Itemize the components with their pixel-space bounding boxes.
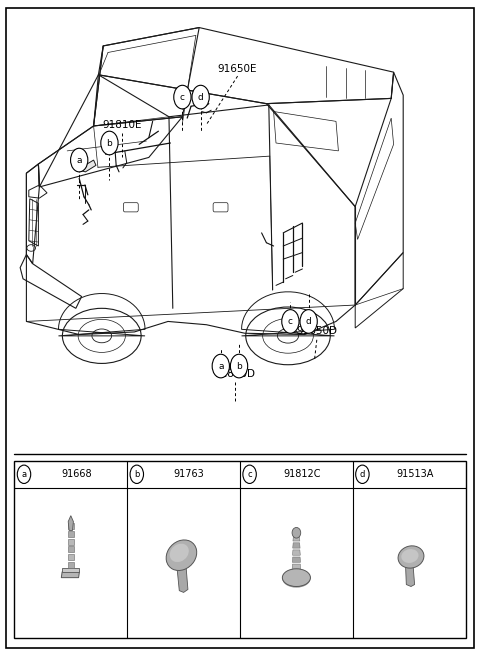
Polygon shape: [68, 546, 74, 552]
Text: 91668: 91668: [61, 469, 92, 480]
Polygon shape: [292, 550, 300, 555]
Polygon shape: [68, 531, 74, 537]
Circle shape: [282, 310, 299, 333]
Text: d: d: [360, 470, 365, 479]
Polygon shape: [68, 516, 73, 531]
Ellipse shape: [401, 549, 419, 563]
Text: 91810D: 91810D: [215, 369, 256, 379]
Polygon shape: [62, 567, 79, 572]
Circle shape: [300, 310, 317, 333]
Circle shape: [71, 148, 88, 172]
Polygon shape: [293, 536, 300, 541]
Text: a: a: [76, 155, 82, 165]
Text: 91650D: 91650D: [296, 326, 337, 337]
Ellipse shape: [282, 570, 311, 588]
Circle shape: [101, 131, 118, 155]
Polygon shape: [406, 562, 415, 586]
Text: a: a: [218, 361, 224, 371]
Text: a: a: [22, 470, 26, 479]
Circle shape: [17, 465, 31, 483]
Polygon shape: [292, 564, 300, 569]
Text: c: c: [180, 92, 185, 102]
Circle shape: [230, 354, 248, 378]
Text: d: d: [198, 92, 204, 102]
Text: 91812C: 91812C: [283, 469, 321, 480]
Ellipse shape: [170, 544, 189, 562]
Circle shape: [243, 465, 256, 483]
Text: 91650E: 91650E: [218, 64, 257, 74]
Text: 91763: 91763: [174, 469, 204, 480]
Polygon shape: [68, 562, 74, 567]
Polygon shape: [81, 160, 96, 172]
Text: d: d: [306, 317, 312, 326]
Polygon shape: [293, 543, 300, 548]
Circle shape: [356, 465, 369, 483]
Polygon shape: [68, 539, 74, 544]
Ellipse shape: [398, 546, 424, 568]
Text: b: b: [107, 138, 112, 148]
Text: c: c: [247, 470, 252, 479]
Circle shape: [130, 465, 144, 483]
Polygon shape: [177, 563, 188, 592]
Polygon shape: [292, 557, 300, 562]
Ellipse shape: [166, 540, 197, 571]
Text: 91810E: 91810E: [103, 119, 142, 130]
Ellipse shape: [282, 569, 311, 586]
Polygon shape: [292, 571, 301, 577]
Polygon shape: [68, 554, 74, 560]
Circle shape: [212, 354, 229, 378]
Ellipse shape: [292, 527, 300, 538]
Circle shape: [174, 85, 191, 109]
Text: c: c: [288, 317, 293, 326]
Polygon shape: [61, 572, 79, 578]
Polygon shape: [68, 523, 74, 529]
Text: 91513A: 91513A: [396, 469, 433, 480]
Bar: [14, 461, 466, 638]
Text: b: b: [236, 361, 242, 371]
Text: b: b: [134, 470, 140, 479]
Circle shape: [192, 85, 209, 109]
